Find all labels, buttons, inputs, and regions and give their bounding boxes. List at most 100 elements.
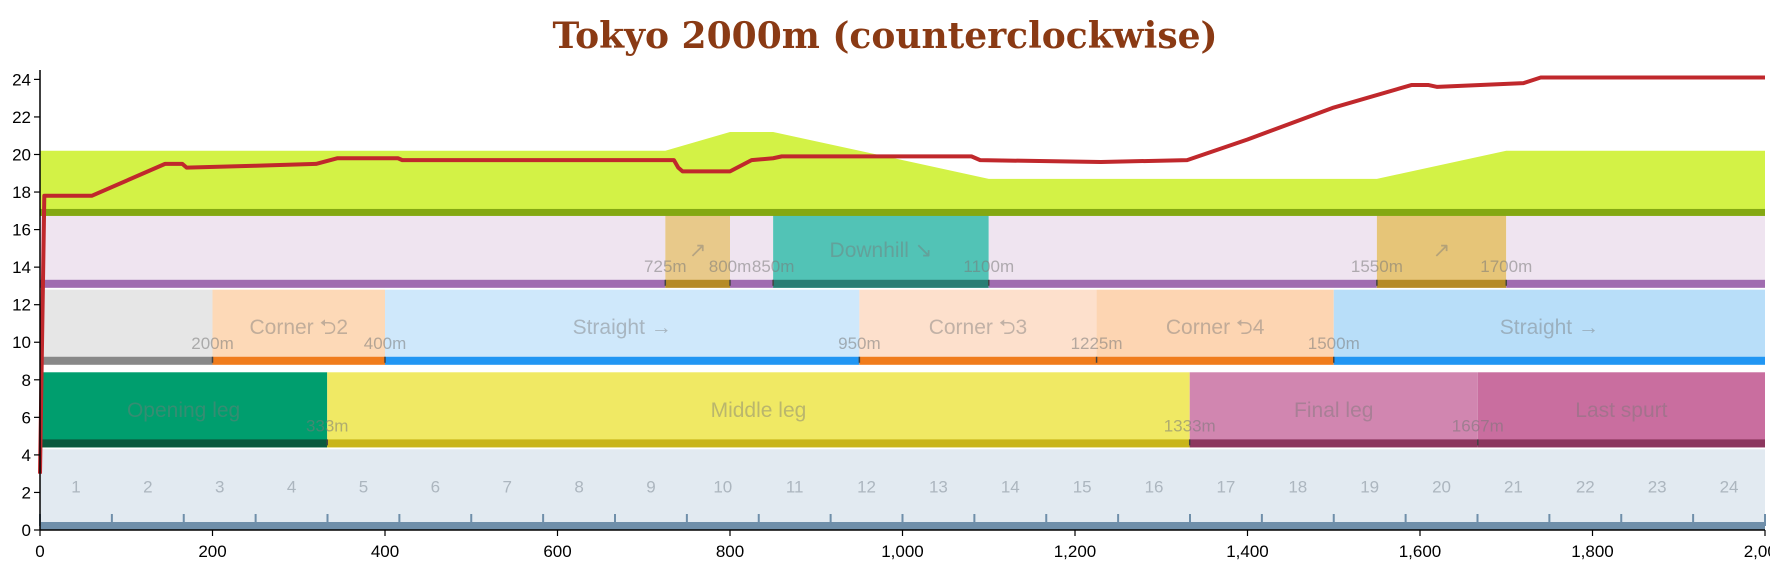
track-segment xyxy=(40,289,213,365)
elevation-profile xyxy=(40,131,1765,216)
phases-label: Middle leg xyxy=(711,399,807,422)
phases-distance-label: 1667m xyxy=(1452,416,1504,435)
x-tick-label: 1,600 xyxy=(1399,542,1442,561)
slopes-segment-base xyxy=(773,279,989,288)
phases-segment-base xyxy=(1189,439,1478,448)
slopes-segment xyxy=(1376,212,1507,288)
track-segment xyxy=(1096,289,1334,365)
track-segment xyxy=(212,289,385,365)
y-tick-label: 12 xyxy=(12,296,31,315)
track-label: Straight → xyxy=(573,316,672,339)
slopes-distance-label: 800m xyxy=(709,257,752,276)
track-segment-base xyxy=(1096,356,1334,365)
slopes-segment-base xyxy=(665,279,730,288)
section-number: 20 xyxy=(1432,477,1451,496)
track-label: Straight → xyxy=(1500,316,1599,339)
y-tick-label: 18 xyxy=(12,183,31,202)
y-tick-label: 4 xyxy=(22,446,31,465)
x-tick-label: 0 xyxy=(35,542,44,561)
slopes-segment xyxy=(40,212,666,288)
phases-distance-label: 1333m xyxy=(1164,416,1216,435)
slopes-distance-label: 725m xyxy=(644,257,687,276)
y-tick-label: 24 xyxy=(12,70,31,89)
x-tick-label: 1,400 xyxy=(1226,542,1269,561)
track-label: Corner ⮌2 xyxy=(249,316,348,339)
slopes-segment-base xyxy=(730,279,774,288)
section-number: 13 xyxy=(929,477,948,496)
track-segment-base xyxy=(859,356,1097,365)
section-number: 18 xyxy=(1288,477,1307,496)
track-label: Corner ⮌4 xyxy=(1166,316,1265,339)
phases-label: Opening leg xyxy=(127,399,240,422)
section-number: 3 xyxy=(215,477,224,496)
phases-segment-base xyxy=(1477,439,1765,448)
section-number: 2 xyxy=(143,477,152,496)
x-tick-label: 800 xyxy=(716,542,744,561)
track-distance-label: 1225m xyxy=(1071,334,1123,353)
slopes-segment xyxy=(1506,212,1765,288)
section-number: 5 xyxy=(359,477,368,496)
track-segment-base xyxy=(1333,356,1765,365)
x-tick-label: 1,800 xyxy=(1571,542,1614,561)
y-tick-label: 6 xyxy=(22,408,31,427)
slopes-segment xyxy=(730,212,774,288)
x-tick-label: 1,200 xyxy=(1054,542,1097,561)
phases-segment-base xyxy=(40,439,328,448)
y-tick-label: 8 xyxy=(22,371,31,390)
section-number: 10 xyxy=(713,477,732,496)
section-number: 14 xyxy=(1001,477,1020,496)
speed-series xyxy=(38,75,1765,474)
x-tick-label: 2,000 xyxy=(1744,542,1770,561)
section-number: 12 xyxy=(857,477,876,496)
track-distance-label: 1500m xyxy=(1308,334,1360,353)
slopes-distance-label: 1700m xyxy=(1480,257,1532,276)
section-number: 1 xyxy=(71,477,80,496)
slopes-label: ↗ xyxy=(1433,239,1451,262)
slopes-segment-base xyxy=(988,279,1377,288)
section-number: 16 xyxy=(1145,477,1164,496)
slopes-segment xyxy=(665,212,730,288)
elevation-area xyxy=(40,131,1765,209)
phases-label: Final leg xyxy=(1294,399,1373,422)
section-number: 23 xyxy=(1648,477,1667,496)
track-segment-base xyxy=(40,356,213,365)
course-bands: 1 2 3 4 5 6 7 8 9 10 11 12 13 14 15 16 17 18 19 20 21 22 23 24↗… xyxy=(39,212,1766,530)
section-number: 7 xyxy=(502,477,511,496)
section-number: 6 xyxy=(431,477,440,496)
speed-line xyxy=(38,75,1765,474)
track-distance-label: 200m xyxy=(191,334,234,353)
phases-segment-base xyxy=(327,439,1190,448)
y-tick-label: 14 xyxy=(12,258,31,277)
track-label: Corner ⮌3 xyxy=(929,316,1028,339)
y-tick-label: 2 xyxy=(22,483,31,502)
y-tick-label: 22 xyxy=(12,108,31,127)
phases-segment xyxy=(1477,372,1765,448)
x-tick-label: 1,000 xyxy=(881,542,924,561)
slopes-label: Downhill ↘ xyxy=(830,239,933,262)
section-number: 15 xyxy=(1073,477,1092,496)
y-tick-label: 20 xyxy=(12,145,31,164)
x-tick-label: 600 xyxy=(543,542,571,561)
chart-title: Tokyo 2000m (counterclockwise) xyxy=(552,15,1217,57)
track-segment xyxy=(859,289,1097,365)
section-number: 19 xyxy=(1360,477,1379,496)
y-tick-label: 10 xyxy=(12,333,31,352)
phases-distance-label: 333m xyxy=(306,416,349,435)
track-segment-base xyxy=(212,356,385,365)
x-tick-label: 400 xyxy=(371,542,399,561)
slopes-segment xyxy=(773,212,989,288)
slopes-segment-base xyxy=(1506,279,1765,288)
section-number: 9 xyxy=(646,477,655,496)
slopes-distance-label: 1550m xyxy=(1351,257,1403,276)
track-distance-label: 950m xyxy=(838,334,881,353)
phases-segment xyxy=(1189,372,1478,448)
track-segment xyxy=(1333,289,1765,365)
track-distance-label: 400m xyxy=(364,334,407,353)
slopes-segment-base xyxy=(40,279,666,288)
section-number: 4 xyxy=(287,477,296,496)
track-segment xyxy=(385,289,860,365)
y-tick-label: 0 xyxy=(22,521,31,540)
section-number: 21 xyxy=(1504,477,1523,496)
section-number: 17 xyxy=(1216,477,1235,496)
